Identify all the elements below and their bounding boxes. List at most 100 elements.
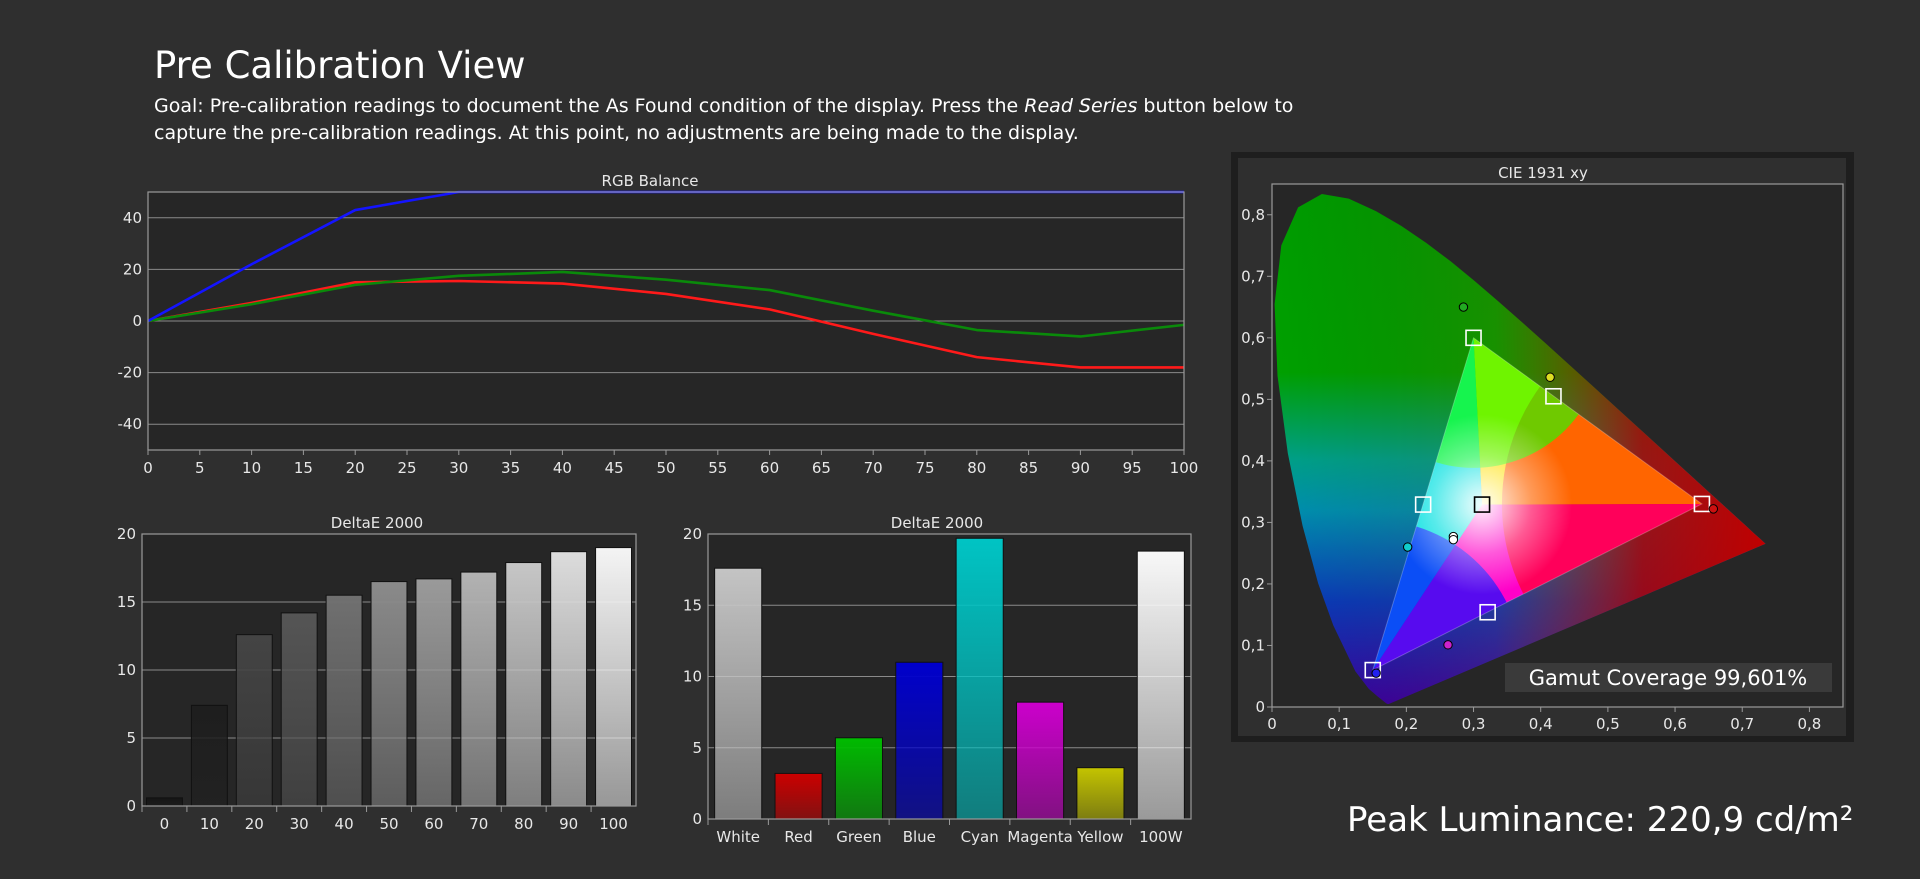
cie-x-tick-label: 0,4 [1529,715,1553,733]
delta-e-grayscale-y-ticks: 20 15 10 5 0 [117,525,136,815]
colors-bar [1016,701,1065,820]
colors-x-tick-label: White [716,828,760,846]
colors-x-tick-label: Magenta [1007,828,1072,846]
grayscale-x-tick-label: 10 [200,815,219,833]
rgb-y-tick-label: -20 [118,364,143,382]
gamut-coverage-box [1505,663,1832,692]
cie-measured-100W [1448,534,1459,545]
delta-e-colors-frame [707,533,1192,820]
delta-e-colors-chart: DeltaE 2000 20 15 10 5 0 White Red Green Blue Cy… [683,514,1192,846]
cie-y-tick-label: 0 [1255,698,1265,716]
cie-x-tick-label: 0,3 [1462,715,1486,733]
page-title: Pre Calibration View [154,44,526,87]
grayscale-x-tick-label: 80 [514,815,533,833]
grayscale-x-tick-label: 50 [379,815,398,833]
rgb-x-tick-label: 40 [553,459,572,477]
colors-bar [834,737,883,820]
delta-e-colors-x-ticks: White Red Green Blue Cyan Magenta Yellow 100W [707,819,1183,846]
rgb-balance-chart: RGB Balance 40 20 0 -20 -40 0 5 10 15 20 25 30 35 40… [118,172,1199,477]
rgb-y-tick-label: 20 [123,260,142,278]
grayscale-bar [505,562,543,807]
cie-x-tick-label: 0,1 [1327,715,1351,733]
delta-e-colors-title: DeltaE 2000 [891,514,983,532]
colors-x-tick-label: Yellow [1076,828,1123,846]
grayscale-y-tick-label: 10 [117,661,136,679]
colors-y-tick-label: 0 [692,810,702,828]
grayscale-bar [595,547,633,807]
grayscale-bar [145,797,183,807]
cie-gamut-outline [1371,337,1703,672]
rgb-y-tick-label: -40 [118,415,143,433]
colors-x-tick-label: Cyan [961,828,999,846]
grayscale-bar [325,594,363,807]
grayscale-x-tick-label: 90 [559,815,578,833]
cie-target-cyan [1414,496,1432,513]
colors-bar [714,567,763,820]
rgb-y-tick-label: 0 [132,312,142,330]
cie-y-tick-label: 0,7 [1241,267,1265,285]
rgb-x-tick-label: 55 [708,459,727,477]
cie-measured-yellow [1545,372,1555,382]
rgb-x-tick-label: 20 [346,459,365,477]
cie-target-white [1473,496,1491,513]
grayscale-bar [460,571,498,807]
cie-title: CIE 1931 xy [1498,164,1588,182]
rgb-balance-x-ticks: 0 5 10 15 20 25 30 35 40 45 50 55 60 65 70 75 80 85 90 95 10… [143,450,1198,477]
grayscale-x-tick-label: 40 [335,815,354,833]
rgb-series-line-0 [147,279,1184,369]
delta-e-colors-y-ticks: 20 15 10 5 0 [683,525,702,828]
cie-measured-blue [1371,668,1381,678]
cie-y-tick-label: 0,3 [1241,513,1265,531]
rgb-balance-gridlines [148,217,1184,425]
grayscale-bar [280,612,318,807]
delta-e-grayscale-x-ticks: 0 10 20 30 40 50 60 70 80 90 100 [141,806,628,833]
rgb-x-tick-label: 75 [915,459,934,477]
grayscale-bar [235,634,273,807]
grayscale-y-tick-label: 0 [126,797,136,815]
cie-x-tick-label: 0,7 [1730,715,1754,733]
delta-e-grayscale-title: DeltaE 2000 [331,514,423,532]
rgb-x-tick-label: 70 [864,459,883,477]
peak-luminance: Peak Luminance: 220,9 cd/m² [1347,800,1854,840]
grayscale-y-tick-label: 5 [126,729,136,747]
goal-description: Goal: Pre-calibration readings to docume… [154,93,1294,147]
goal-text-start: Goal: Pre-calibration readings to docume… [154,95,1025,117]
cie-y-ticks: 0,8 0,7 0,6 0,5 0,4 0,3 0,2 0,1 0 [1241,206,1272,716]
grayscale-bar [190,704,228,807]
cie-measured-green [1458,302,1469,312]
rgb-x-tick-label: 90 [1071,459,1090,477]
rgb-x-tick-label: 5 [195,459,205,477]
cie-x-tick-label: 0,5 [1596,715,1620,733]
grayscale-x-tick-label: 30 [290,815,309,833]
colors-y-tick-label: 20 [683,525,702,543]
rgb-x-tick-label: 50 [656,459,675,477]
grayscale-y-tick-label: 15 [117,593,136,611]
read-series-emphasis: Read Series [1024,95,1138,117]
cie-target-markers [1364,329,1711,679]
cie-y-tick-label: 0,8 [1241,206,1265,224]
colors-y-tick-label: 5 [692,739,702,757]
grayscale-x-tick-label: 70 [469,815,488,833]
goal-text-end: button below to capture the pre-calibrat… [154,95,1294,144]
rgb-y-tick-label: 40 [123,209,142,227]
cie-y-tick-label: 0,4 [1241,452,1265,470]
colors-bar [774,772,823,820]
cie-y-tick-label: 0,1 [1241,636,1265,654]
rgb-x-tick-label: 35 [501,459,520,477]
grayscale-bar [415,578,453,807]
rgb-x-tick-label: 10 [242,459,261,477]
rgb-x-tick-label: 60 [760,459,779,477]
grayscale-bar [550,551,588,807]
cie-y-tick-label: 0,2 [1241,575,1265,593]
cie-gamut-white-glow [1392,414,1573,595]
delta-e-grayscale-bars [145,547,633,807]
grayscale-bar [370,581,408,807]
rgb-balance-frame [147,191,1185,451]
cie-measured-red [1708,504,1719,514]
colors-x-tick-label: Blue [903,828,936,846]
rgb-x-tick-label: 15 [294,459,313,477]
colors-bar [955,537,1004,820]
